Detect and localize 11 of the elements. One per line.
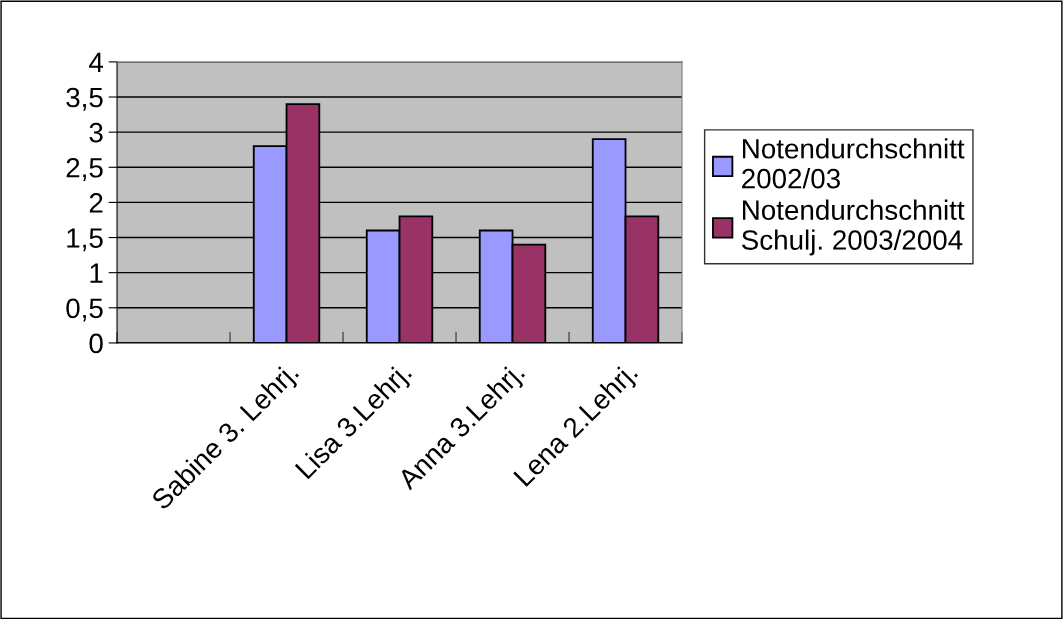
legend-label: Notendurchschnitt 2002/03 bbox=[742, 138, 965, 189]
y-tick-label: 0,5 bbox=[66, 298, 103, 322]
y-tick-label: 1 bbox=[90, 263, 103, 283]
y-tick-label: 3,5 bbox=[66, 87, 103, 111]
y-tick-label: 2 bbox=[89, 193, 103, 213]
y-tick-label: 0 bbox=[89, 333, 103, 354]
y-tick-label: 4 bbox=[89, 52, 104, 72]
y-tick-label: 3 bbox=[89, 122, 103, 143]
legend-label: Notendurchschnitt Schulj. 2003/2004 bbox=[742, 199, 965, 256]
y-tick-label: 1,5 bbox=[67, 228, 103, 252]
y-tick-label: 2,5 bbox=[66, 157, 103, 181]
